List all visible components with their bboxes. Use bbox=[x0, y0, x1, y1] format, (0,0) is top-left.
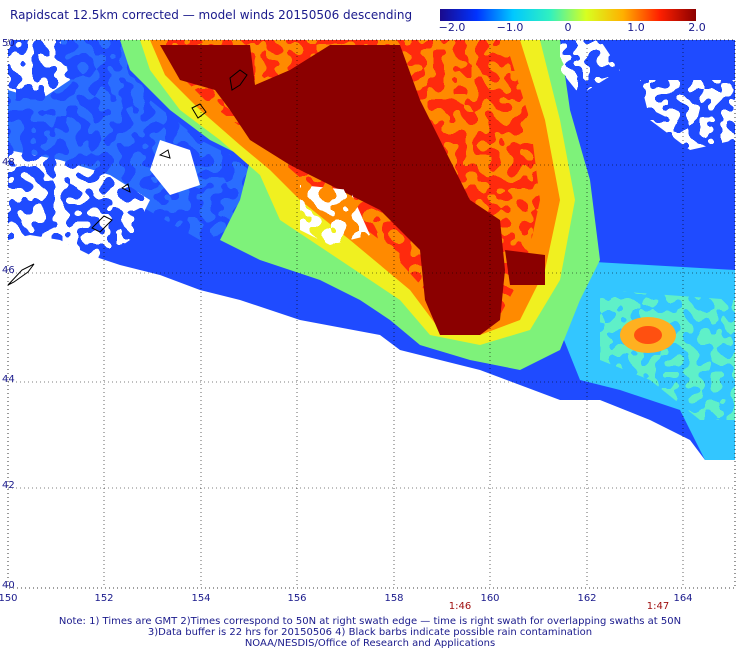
lat-label: 44 bbox=[2, 374, 15, 385]
missing-data bbox=[560, 40, 620, 95]
lat-label: 40 bbox=[2, 580, 15, 591]
lon-label: 162 bbox=[577, 593, 597, 604]
colorbar bbox=[440, 9, 696, 21]
swath-time-label: 1:46 bbox=[448, 601, 472, 612]
lat-label: 42 bbox=[2, 480, 15, 491]
coastlines bbox=[7, 69, 248, 286]
island-outline bbox=[121, 183, 131, 193]
lon-label: 164 bbox=[673, 593, 693, 604]
missing-data bbox=[8, 40, 70, 100]
dark-red-patch bbox=[505, 250, 545, 285]
map-frame bbox=[7, 39, 736, 589]
blue-patch bbox=[8, 40, 300, 240]
lat-label: 50 bbox=[2, 38, 15, 49]
lon-label: 160 bbox=[480, 593, 500, 604]
island-outline bbox=[158, 149, 171, 159]
colorbar-gradient bbox=[440, 9, 696, 21]
data-field bbox=[8, 40, 735, 460]
island-outline bbox=[7, 263, 35, 286]
island-outline bbox=[91, 215, 113, 233]
missing-data bbox=[8, 150, 150, 260]
colorbar-tick-label: 2.0 bbox=[688, 21, 706, 34]
dark-red-core bbox=[160, 45, 505, 335]
footnotes: Note: 1) Times are GMT 2)Times correspon… bbox=[0, 616, 740, 649]
footnote-line: 3)Data buffer is 22 hrs for 20150506 4) … bbox=[147, 627, 593, 638]
lon-label: 154 bbox=[191, 593, 211, 604]
map-title: Rapidscat 12.5km corrected — model winds… bbox=[10, 8, 413, 22]
colorbar-tick-label: −1.0 bbox=[496, 21, 524, 34]
lon-label: 156 bbox=[287, 593, 307, 604]
graticule bbox=[8, 40, 735, 588]
island-outline bbox=[191, 103, 207, 119]
missing-data bbox=[300, 185, 370, 245]
footnote-line: Note: 1) Times are GMT 2)Times correspon… bbox=[58, 616, 682, 627]
red-spot bbox=[634, 326, 662, 344]
swath-time-label: 1:47 bbox=[646, 601, 670, 612]
colorbar-tick-label: −2.0 bbox=[438, 21, 466, 34]
island-outline bbox=[229, 69, 248, 91]
lat-label: 46 bbox=[2, 265, 15, 276]
footnote-line: NOAA/NESDIS/Office of Research and Appli… bbox=[244, 638, 496, 649]
missing-data bbox=[640, 80, 735, 150]
lon-label: 158 bbox=[384, 593, 404, 604]
lon-label: 150 bbox=[0, 593, 18, 604]
colorbar-tick-label: 1.0 bbox=[627, 21, 645, 34]
lat-label: 48 bbox=[2, 157, 15, 168]
colorbar-tick-label: 0 bbox=[564, 21, 572, 34]
lon-label: 152 bbox=[94, 593, 114, 604]
